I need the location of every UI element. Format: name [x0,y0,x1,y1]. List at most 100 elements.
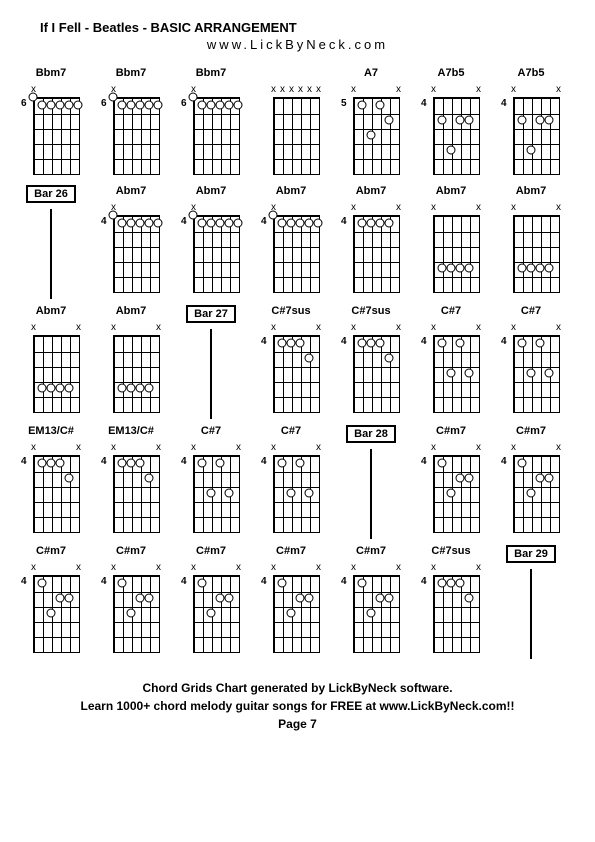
chord-cell: Abm74x [95,185,167,299]
chord-cell: A75xx [335,67,407,179]
fret-number: 4 [101,456,107,467]
string-marker: x [474,203,483,213]
chord-dot [225,218,234,227]
chord-cell: C#m74xx [175,545,247,659]
chord-dot [456,578,465,587]
fret-number: 4 [101,216,107,227]
chord-name: Bbm7 [36,67,67,81]
chord-dot [545,473,554,482]
fret-number: 4 [181,576,187,587]
chord-dot [536,115,545,124]
chord-dot [518,338,527,347]
chord-dot [29,93,38,102]
fret-number: 4 [421,456,427,467]
chord-dot [287,218,296,227]
chord-diagram: 4xx [341,561,401,657]
string-marker: x [474,443,483,453]
chord-dot [154,218,163,227]
chord-diagram: 4xx [421,441,481,537]
fretboard [433,215,480,293]
fret-number: 4 [421,98,427,109]
fret-number: 4 [501,456,507,467]
fret-number: 4 [21,576,27,587]
chord-dot [527,368,536,377]
chord-name: A7 [364,67,378,81]
string-marker: x [314,563,323,573]
chord-diagram: xxxxxx [261,83,321,179]
chord-dot [456,263,465,272]
chord-name: Abm7 [116,305,147,319]
chord-dot [465,473,474,482]
page-subtitle: www.LickByNeck.com [15,37,580,52]
chord-diagram: 4xx [101,441,161,537]
chord-cell: C#m74xx [415,425,487,539]
chord-dot [527,263,536,272]
chord-dot [367,338,376,347]
chord-diagram: xx [421,201,481,297]
chord-dot [234,218,243,227]
chord-cell: EM13/C#4xx [95,425,167,539]
chord-name: Bbm7 [116,67,147,81]
chord-dot [118,383,127,392]
chord-dot [438,338,447,347]
chord-cell: Abm7xx [15,305,87,419]
fret-number: 4 [21,456,27,467]
footer-line: Learn 1000+ chord melody guitar songs fo… [15,697,580,715]
chord-dot [376,218,385,227]
chord-dot [376,100,385,109]
chord-dot [447,145,456,154]
chord-dot [287,608,296,617]
string-marker: x [394,323,403,333]
chord-cell: Abm74x [175,185,247,299]
chord-dot [545,263,554,272]
bar-cell: Bar 28 [335,425,407,539]
chord-dot [536,338,545,347]
chord-dot [136,100,145,109]
string-marker: x [554,85,563,95]
chord-dot [358,218,367,227]
chord-dot [385,218,394,227]
chord-dot [136,218,145,227]
chord-dot [56,100,65,109]
bar-label: Bar 28 [346,425,396,443]
string-marker: x [349,563,358,573]
chord-cell: C#74xx [415,305,487,419]
chord-dot [225,593,234,602]
chord-name: C#7sus [431,545,470,559]
chord-dot [56,458,65,467]
chord-dot [296,338,305,347]
chord-diagram: 4xx [501,441,561,537]
chord-dot [456,473,465,482]
chord-dot [305,488,314,497]
string-marker: x [109,563,118,573]
chord-diagram: 4xx [21,561,81,657]
chord-dot [145,100,154,109]
string-marker: x [154,443,163,453]
chord-name: Abm7 [196,185,227,199]
chord-dot [465,368,474,377]
chord-dot [438,115,447,124]
string-marker: x [349,323,358,333]
string-marker: x [509,85,518,95]
chord-name: Abm7 [36,305,67,319]
chord-dot [518,263,527,272]
chord-name: C#m7 [356,545,386,559]
chord-diagram: 6x [21,83,81,179]
fret-number: 4 [261,576,267,587]
page-title: If I Fell - Beatles - BASIC ARRANGEMENT [40,20,580,35]
chord-dot [38,100,47,109]
chord-diagram: 4xx [501,321,561,417]
chord-grid: Bbm76xBbm76xBbm76xxxxxxxA75xxA7b54xxA7b5… [15,67,580,659]
string-marker: x [234,563,243,573]
chord-cell: C#m74xx [255,545,327,659]
chord-dot [216,458,225,467]
string-marker: x [314,85,323,95]
chord-dot [465,593,474,602]
chord-dot [109,211,118,220]
string-marker: x [296,85,305,95]
chord-dot [545,115,554,124]
chord-diagram: 4x [261,201,321,297]
chord-dot [518,458,527,467]
string-marker: x [429,323,438,333]
string-marker: x [154,563,163,573]
